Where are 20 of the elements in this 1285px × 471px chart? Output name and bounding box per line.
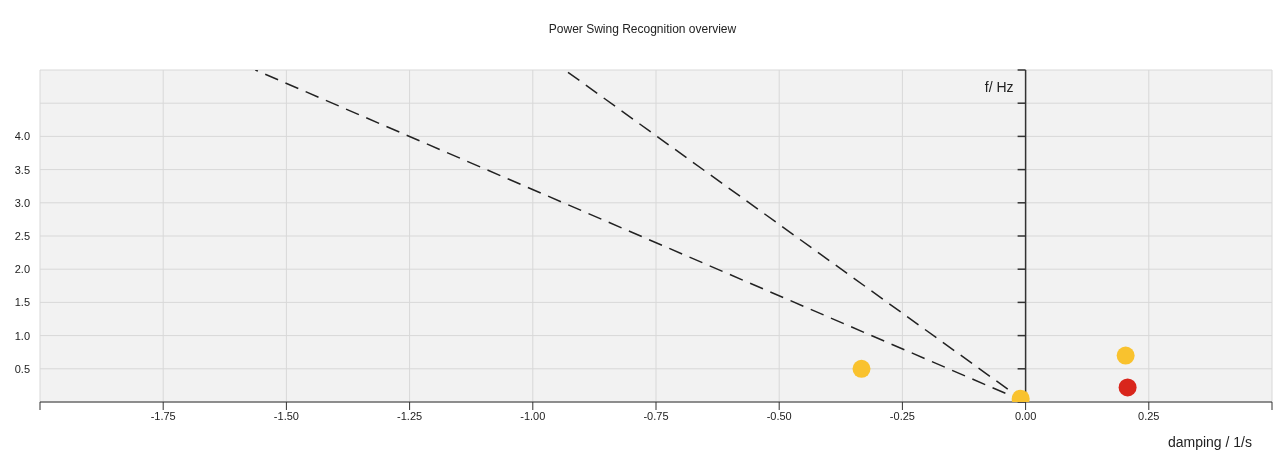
y-tick-label: 2.0 [14,263,30,276]
y-axis-title: f/ Hz [984,79,1014,95]
x-tick-label: -1.00 [520,409,546,422]
y-tick-label: 1.5 [14,296,30,309]
x-tick-label: -0.25 [889,409,915,422]
y-tick-label: 3.0 [14,196,30,209]
x-axis-title: damping / 1/s [1167,434,1252,450]
y-tick-label: 4.0 [14,130,30,143]
x-tick-label: 0.00 [1014,409,1037,422]
y-tick-label: 1.0 [14,329,30,342]
x-tick-label: -1.25 [397,409,423,422]
x-tick-label: -0.75 [643,409,669,422]
y-tick-label: 3.5 [14,163,30,176]
x-tick-label: -1.50 [273,409,299,422]
y-tick-label: 2.5 [14,229,30,242]
chart-title: Power Swing Recognition overview [547,22,738,36]
x-tick-label: 0.25 [1138,409,1160,422]
x-tick-label: -1.75 [150,409,176,422]
y-tick-label: 0.5 [14,362,30,375]
x-tick-label: -0.50 [766,409,792,422]
